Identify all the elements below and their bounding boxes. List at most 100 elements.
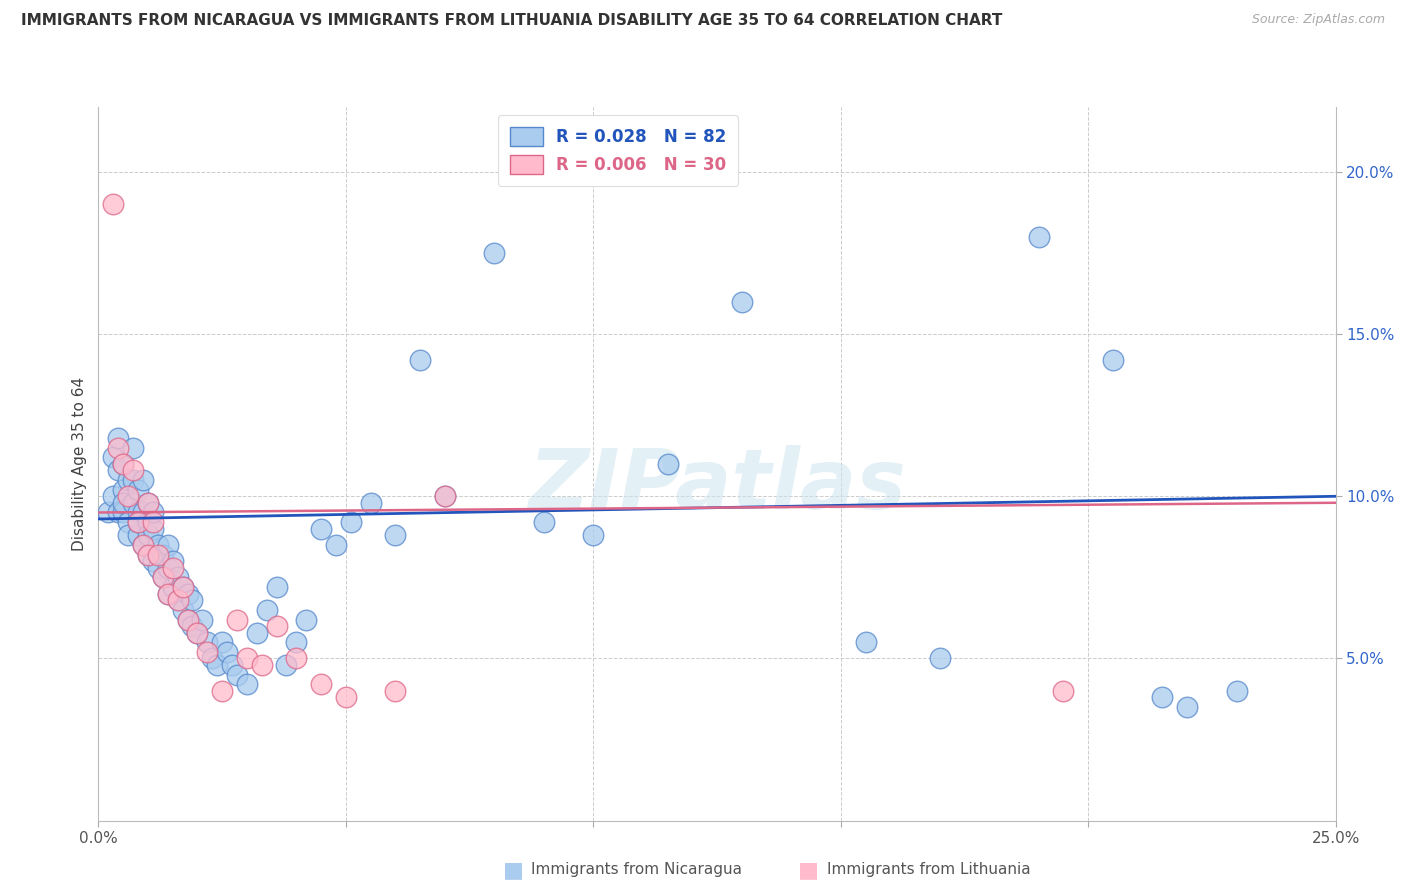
- Point: [152, 570, 174, 584]
- Point: [156, 538, 179, 552]
- Point: [166, 593, 188, 607]
- Point: [112, 506, 135, 520]
- Point: [103, 450, 125, 465]
- Text: Source: ZipAtlas.com: Source: ZipAtlas.com: [1251, 13, 1385, 27]
- Point: [97, 506, 120, 520]
- Point: [176, 613, 198, 627]
- Point: [433, 489, 456, 503]
- Point: [127, 515, 149, 529]
- Point: [309, 522, 332, 536]
- Legend: R = 0.028   N = 82, R = 0.006   N = 30: R = 0.028 N = 82, R = 0.006 N = 30: [498, 115, 738, 186]
- Text: Immigrants from Lithuania: Immigrants from Lithuania: [827, 863, 1031, 877]
- Point: [1028, 229, 1050, 244]
- Point: [107, 463, 129, 477]
- Point: [191, 613, 214, 627]
- Point: [195, 635, 218, 649]
- Point: [211, 684, 233, 698]
- Text: ■: ■: [799, 860, 818, 880]
- Point: [731, 294, 754, 309]
- Point: [309, 677, 332, 691]
- Point: [186, 625, 208, 640]
- Point: [176, 586, 198, 600]
- Point: [156, 586, 179, 600]
- Point: [181, 593, 204, 607]
- Point: [266, 619, 288, 633]
- Point: [142, 554, 165, 568]
- Text: IMMIGRANTS FROM NICARAGUA VS IMMIGRANTS FROM LITHUANIA DISABILITY AGE 35 TO 64 C: IMMIGRANTS FROM NICARAGUA VS IMMIGRANTS …: [21, 13, 1002, 29]
- Point: [136, 548, 159, 562]
- Point: [1226, 684, 1249, 698]
- Point: [276, 657, 298, 672]
- Point: [142, 522, 165, 536]
- Point: [122, 496, 145, 510]
- Point: [236, 651, 259, 665]
- Point: [132, 506, 155, 520]
- Point: [117, 489, 139, 503]
- Point: [152, 570, 174, 584]
- Point: [246, 625, 269, 640]
- Point: [132, 538, 155, 552]
- Point: [162, 560, 184, 574]
- Point: [325, 538, 347, 552]
- Point: [250, 657, 273, 672]
- Point: [122, 473, 145, 487]
- Point: [285, 651, 308, 665]
- Point: [146, 538, 169, 552]
- Point: [162, 554, 184, 568]
- Point: [132, 473, 155, 487]
- Point: [103, 197, 125, 211]
- Point: [156, 560, 179, 574]
- Point: [285, 635, 308, 649]
- Point: [186, 625, 208, 640]
- Point: [166, 570, 188, 584]
- Point: [127, 528, 149, 542]
- Point: [855, 635, 877, 649]
- Point: [122, 441, 145, 455]
- Point: [112, 457, 135, 471]
- Y-axis label: Disability Age 35 to 64: Disability Age 35 to 64: [72, 376, 87, 551]
- Point: [136, 496, 159, 510]
- Point: [335, 690, 357, 705]
- Point: [122, 463, 145, 477]
- Point: [107, 441, 129, 455]
- Point: [127, 483, 149, 497]
- Point: [146, 560, 169, 574]
- Point: [205, 657, 228, 672]
- Text: ■: ■: [503, 860, 523, 880]
- Point: [226, 667, 249, 681]
- Point: [112, 483, 135, 497]
- Point: [295, 613, 318, 627]
- Point: [1052, 684, 1074, 698]
- Point: [384, 684, 406, 698]
- Point: [1175, 700, 1198, 714]
- Point: [142, 515, 165, 529]
- Point: [146, 548, 169, 562]
- Point: [136, 515, 159, 529]
- Point: [112, 457, 135, 471]
- Point: [176, 613, 198, 627]
- Text: ZIPatlas: ZIPatlas: [529, 445, 905, 525]
- Point: [112, 496, 135, 510]
- Point: [117, 473, 139, 487]
- Point: [360, 496, 382, 510]
- Text: Immigrants from Nicaragua: Immigrants from Nicaragua: [531, 863, 742, 877]
- Point: [1102, 353, 1125, 368]
- Point: [236, 677, 259, 691]
- Point: [201, 651, 224, 665]
- Point: [256, 603, 278, 617]
- Point: [211, 635, 233, 649]
- Point: [172, 580, 194, 594]
- Point: [1152, 690, 1174, 705]
- Point: [340, 515, 363, 529]
- Point: [166, 593, 188, 607]
- Point: [117, 528, 139, 542]
- Point: [195, 645, 218, 659]
- Point: [107, 506, 129, 520]
- Point: [156, 586, 179, 600]
- Point: [136, 528, 159, 542]
- Point: [172, 580, 194, 594]
- Point: [117, 515, 139, 529]
- Point: [928, 651, 950, 665]
- Point: [152, 548, 174, 562]
- Point: [127, 515, 149, 529]
